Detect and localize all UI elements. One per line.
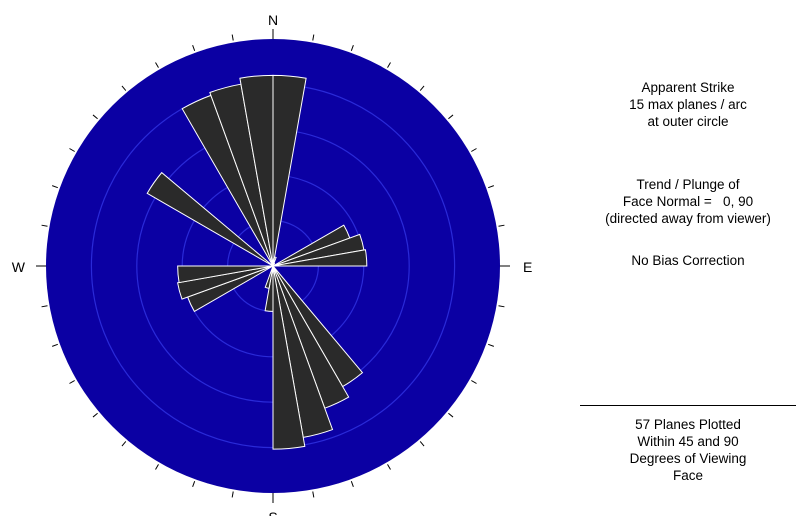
summary-line-3: Degrees of Viewing (629, 451, 747, 466)
perimeter-tick (41, 224, 48, 227)
compass-north: N (268, 12, 278, 28)
rose-petal (272, 265, 306, 450)
perimeter-tick (52, 185, 58, 189)
perimeter-tick (419, 85, 425, 91)
legend-line-2: 15 max planes / arc (629, 97, 747, 112)
summary-line-4: Face (672, 468, 703, 483)
divider-line (580, 405, 796, 406)
perimeter-tick (231, 34, 234, 41)
perimeter-tick (121, 441, 127, 447)
orientation-line-3: (directed away from viewer) (605, 211, 771, 226)
perimeter-tick (155, 62, 159, 68)
rose-petal (272, 249, 368, 267)
perimeter-tick (448, 412, 454, 418)
rose-petals (146, 74, 368, 450)
summary-line-2: Within 45 and 90 (637, 434, 739, 449)
rose-petal (177, 265, 274, 284)
perimeter-tick (387, 464, 391, 470)
perimeter-tick (448, 114, 454, 120)
perimeter-tick (488, 185, 494, 189)
face-normal-text: Trend / Plunge of Face Normal = 0, 90 (d… (580, 176, 796, 227)
bias-line-1: No Bias Correction (631, 253, 745, 268)
compass-west: W (12, 259, 26, 275)
perimeter-tick (498, 305, 505, 308)
perimeter-tick (387, 62, 391, 68)
perimeter-tick (350, 45, 354, 51)
perimeter-tick (419, 441, 425, 447)
rose-petal (239, 74, 274, 267)
perimeter-tick (312, 491, 315, 498)
legend-text: Apparent Strike 15 max planes / arc at o… (580, 79, 796, 130)
perimeter-tick (92, 114, 98, 120)
perimeter-tick (121, 85, 127, 91)
summary-text: 57 Planes Plotted Within 45 and 90 Degre… (580, 416, 796, 484)
perimeter-tick (471, 148, 477, 152)
legend-line-1: Apparent Strike (641, 80, 735, 95)
perimeter-tick (69, 148, 75, 152)
perimeter-tick (52, 343, 58, 347)
perimeter-ticks (36, 29, 510, 503)
rose-diagram: N S E W (12, 12, 533, 516)
summary-line-1: 57 Planes Plotted (635, 417, 741, 432)
perimeter-tick (41, 305, 48, 308)
perimeter-tick (155, 464, 159, 470)
perimeter-tick (192, 45, 196, 51)
orientation-line-2: Face Normal = 0, 90 (622, 194, 754, 209)
perimeter-tick (92, 412, 98, 418)
rose-petal (146, 171, 274, 267)
rose-petal (264, 265, 274, 289)
perimeter-tick (471, 380, 477, 384)
perimeter-tick (231, 491, 234, 498)
perimeter-tick (192, 481, 196, 487)
perimeter-tick (498, 224, 505, 227)
bias-text: No Bias Correction (580, 252, 796, 269)
legend-line-3: at outer circle (647, 114, 729, 129)
compass-east: E (523, 259, 532, 275)
perimeter-tick (488, 343, 494, 347)
orientation-line-1: Trend / Plunge of (636, 177, 740, 192)
rose-petal (177, 265, 274, 300)
perimeter-tick (69, 380, 75, 384)
perimeter-tick (350, 481, 354, 487)
compass-south: S (268, 509, 277, 516)
perimeter-tick (312, 34, 315, 41)
